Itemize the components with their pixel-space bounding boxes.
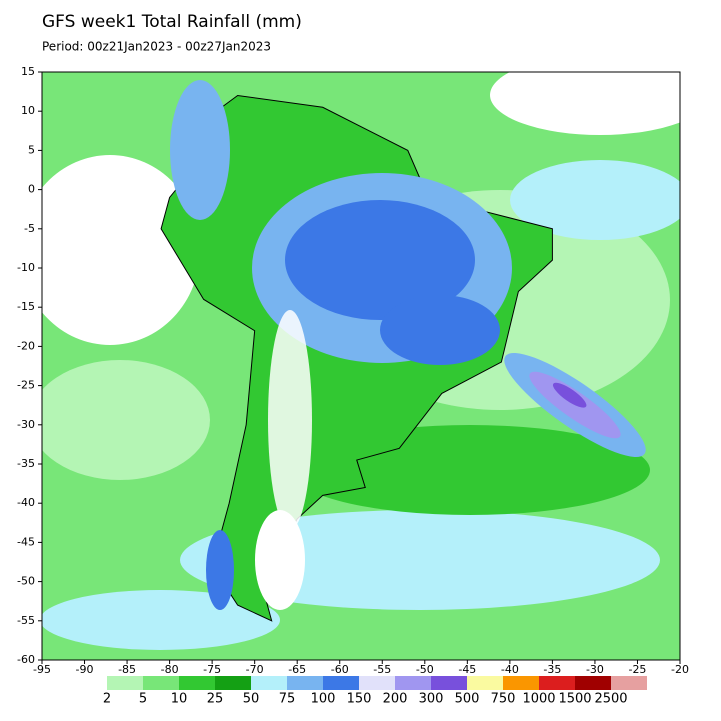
x-tick-label: -40 — [501, 663, 519, 676]
x-tick-label: -95 — [33, 663, 51, 676]
y-tick-label: -25 — [17, 379, 35, 392]
y-tick-label: -30 — [17, 418, 35, 431]
y-tick-label: -20 — [17, 339, 35, 352]
y-tick-label: -40 — [17, 496, 35, 509]
map-frame — [41, 71, 681, 661]
colorbar-label: 25 — [207, 692, 224, 707]
colorbar-label: 75 — [279, 692, 296, 707]
x-tick-label: -50 — [416, 663, 434, 676]
colorbar-label: 200 — [383, 692, 408, 707]
colorbar-label: 5 — [139, 692, 147, 707]
colorbar-label: 750 — [491, 692, 516, 707]
colorbar-label: 2500 — [594, 692, 627, 707]
rain-blobs — [170, 80, 646, 610]
colorbar-label: 150 — [347, 692, 372, 707]
colorbar-swatch — [251, 676, 287, 690]
colorbar-swatch — [611, 676, 647, 690]
colorbar-swatch — [539, 676, 575, 690]
colorbar-swatch — [575, 676, 611, 690]
x-tick-label: -30 — [586, 663, 604, 676]
y-tick-label: 0 — [28, 183, 35, 196]
colorbar-label: 2 — [103, 692, 111, 707]
colorbar-swatch — [143, 676, 179, 690]
colorbar-swatch — [467, 676, 503, 690]
y-tick-label: -10 — [17, 261, 35, 274]
x-tick-label: -35 — [543, 663, 561, 676]
y-tick-label: -50 — [17, 575, 35, 588]
colorbar-label: 1500 — [558, 692, 591, 707]
colorbar-label: 1000 — [522, 692, 555, 707]
y-tick-label: -5 — [24, 222, 35, 235]
colorbar-swatch — [323, 676, 359, 690]
colorbar-label: 50 — [243, 692, 260, 707]
x-tick-label: -80 — [161, 663, 179, 676]
x-tick-label: -85 — [118, 663, 136, 676]
x-tick-label: -25 — [628, 663, 646, 676]
colorbar-label: 10 — [171, 692, 188, 707]
y-tick-label: -45 — [17, 535, 35, 548]
y-tick-label: -60 — [17, 653, 35, 666]
colorbar-swatch — [179, 676, 215, 690]
colorbar-swatch — [287, 676, 323, 690]
colorbar-swatch — [359, 676, 395, 690]
x-tick-label: -45 — [458, 663, 476, 676]
colorbar-label: 100 — [311, 692, 336, 707]
title: GFS week1 Total Rainfall (mm) — [42, 12, 302, 32]
y-tick-label: 10 — [21, 104, 35, 117]
colorbar-label: 300 — [419, 692, 444, 707]
colorbar-swatch — [431, 676, 467, 690]
y-tick-label: -55 — [17, 614, 35, 627]
x-tick-label: -75 — [203, 663, 221, 676]
x-tick-label: -55 — [373, 663, 391, 676]
x-tick-label: -65 — [288, 663, 306, 676]
x-tick-label: -90 — [76, 663, 94, 676]
y-tick-label: -15 — [17, 300, 35, 313]
x-tick-label: -20 — [671, 663, 689, 676]
colorbar-swatch — [107, 676, 143, 690]
colorbar-swatch — [215, 676, 251, 690]
x-tick-label: -70 — [246, 663, 264, 676]
y-tick-label: 5 — [28, 143, 35, 156]
colorbar-swatch — [503, 676, 539, 690]
x-tick-label: -60 — [331, 663, 349, 676]
y-tick-label: -35 — [17, 457, 35, 470]
colorbar-swatch — [395, 676, 431, 690]
y-tick-label: 15 — [21, 65, 35, 78]
subtitle: Period: 00z21Jan2023 - 00z27Jan2023 — [42, 40, 271, 54]
colorbar-label: 500 — [455, 692, 480, 707]
